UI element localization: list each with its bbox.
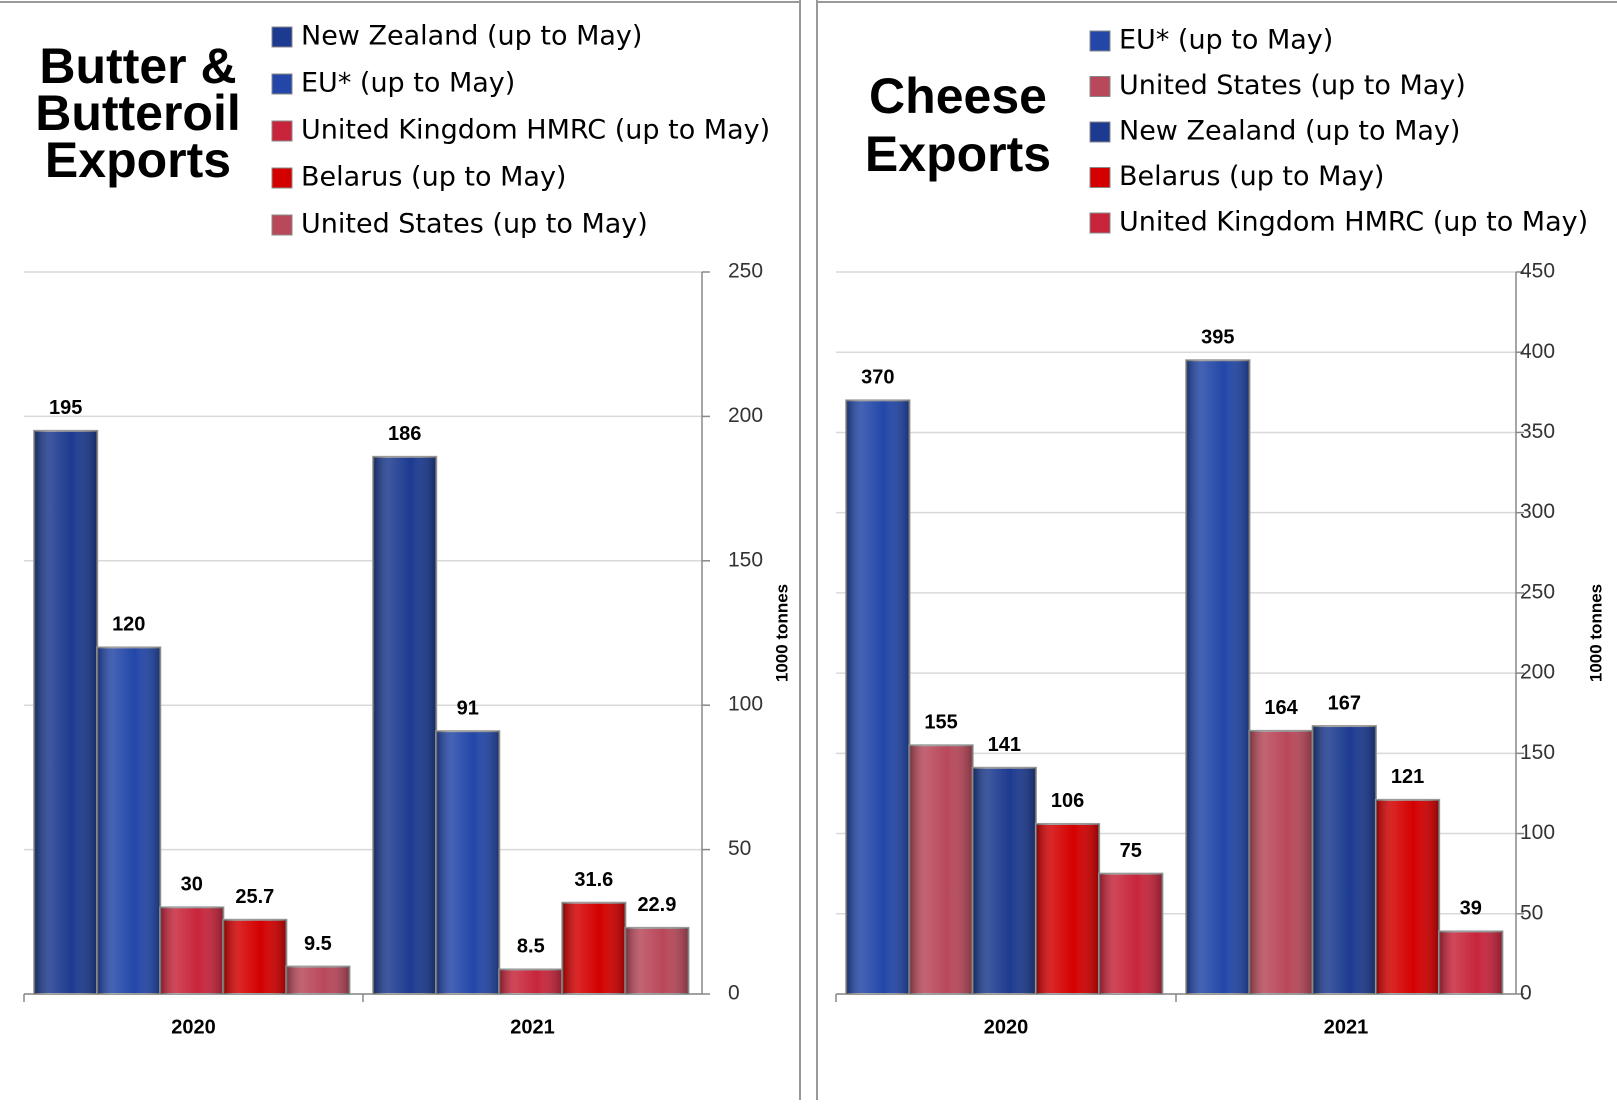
bar-shading [436,731,500,994]
bar-shading [286,966,350,994]
data-label: 31.6 [574,869,613,891]
data-label: 195 [49,397,82,419]
y-tick-label: 0 [728,982,740,1005]
y-tick-label: 150 [1520,741,1555,764]
y-tick-label: 100 [728,693,763,716]
data-label: 141 [988,734,1021,756]
data-label: 167 [1328,692,1361,714]
chart-title: Cheese [869,68,1047,124]
y-tick-label: 0 [1520,982,1532,1005]
data-label: 91 [457,697,479,719]
legend-swatch [271,73,293,95]
bar-shading [625,927,689,994]
y-tick-label: 200 [1520,661,1555,684]
y-tick-label: 300 [1520,500,1555,523]
legend-swatch [1089,30,1111,52]
y-tick-label: 350 [1520,420,1555,443]
legend-swatch [1089,76,1111,97]
legend-swatch [1089,212,1111,234]
legend-label: Belarus (up to May) [301,162,566,193]
bar-shading [846,400,910,994]
bar-shading [1312,726,1376,994]
data-label: 121 [1391,766,1424,788]
data-label: 155 [924,712,957,734]
legend-swatch [271,26,293,48]
chart-title: Butteroil [35,85,241,141]
y-tick-label: 400 [1520,340,1555,363]
legend-swatch [271,120,293,142]
y-axis-label: 1000 tonnes [772,584,791,682]
legend-label: New Zealand (up to May) [301,21,642,52]
bar-shading [499,969,563,994]
x-tick-label: 2020 [984,1016,1029,1038]
bar-shading [1439,931,1503,994]
legend-label: United Kingdom HMRC (up to May) [1119,207,1588,238]
bar-shading [972,767,1036,994]
data-label: 395 [1201,327,1234,349]
legend-swatch [271,167,293,189]
bar-shading [223,919,287,994]
legend-swatch [1089,167,1111,188]
chart-title: Exports [865,126,1051,182]
y-tick-label: 200 [728,404,763,427]
data-label: 75 [1120,840,1142,862]
legend-swatch [1089,121,1111,143]
legend-label: United States (up to May) [1119,70,1466,101]
bar-shading [1249,730,1313,994]
data-label: 9.5 [304,933,332,955]
x-tick-label: 2020 [171,1016,216,1038]
y-tick-label: 250 [728,260,763,283]
y-tick-label: 50 [728,837,751,860]
x-tick-label: 2021 [510,1016,555,1038]
bar-shading [1375,799,1440,994]
chart-title: Exports [45,132,231,188]
bar-shading [562,902,626,994]
data-label: 370 [861,367,894,389]
data-label: 22.9 [637,894,676,916]
legend-swatch [271,214,293,236]
data-label: 30 [181,874,203,896]
data-label: 120 [112,614,145,636]
y-tick-label: 100 [1520,821,1555,844]
bar-shading [1186,360,1250,994]
data-label: 164 [1264,697,1298,719]
y-tick-label: 250 [1520,580,1555,603]
legend-label: EU* (up to May) [1119,25,1333,56]
legend-label: Belarus (up to May) [1119,161,1384,192]
legend-label: United States (up to May) [301,209,648,240]
x-tick-label: 2021 [1324,1016,1369,1038]
legend-label: EU* (up to May) [301,68,515,99]
bar-shading [160,907,224,994]
data-label: 106 [1051,790,1084,812]
bar-shading [97,647,161,994]
bar-shading [1035,823,1100,994]
legend-label: United Kingdom HMRC (up to May) [301,115,770,146]
y-tick-label: 150 [728,548,763,571]
bar-shading [909,745,973,994]
y-axis-label: 1000 tonnes [1586,584,1605,682]
data-label: 25.7 [235,886,274,908]
y-tick-label: 50 [1520,901,1543,924]
bar-shading [34,430,98,995]
data-label: 186 [388,423,421,445]
bar-shading [1099,873,1163,994]
legend-label: New Zealand (up to May) [1119,116,1460,147]
y-tick-label: 450 [1520,260,1555,283]
bar-shading [373,456,437,994]
chart-title: Butter & [39,38,236,94]
data-label: 8.5 [517,936,545,958]
data-label: 39 [1460,898,1482,920]
